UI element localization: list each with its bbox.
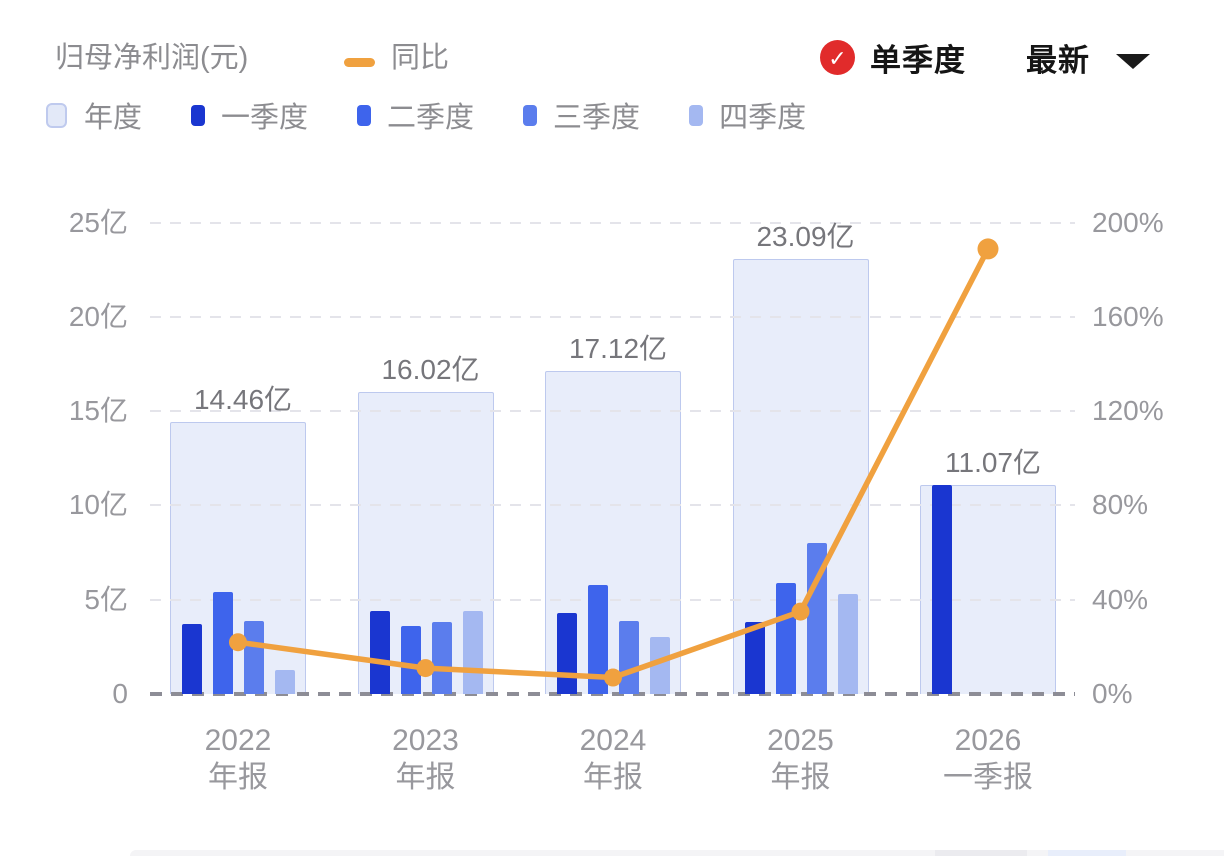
y-axis-tick-right: 160% xyxy=(1092,301,1164,332)
quarter-bar-q2-2022[interactable] xyxy=(213,592,233,694)
legend-item-q1-label: 一季度 xyxy=(221,102,309,134)
quarter-bar-q1-2026[interactable] xyxy=(932,485,952,694)
legend-item-q3[interactable]: 三季度 xyxy=(523,94,640,136)
bottom-card-edge-segment xyxy=(1048,850,1126,856)
quarter-bar-q3-2023[interactable] xyxy=(431,622,452,694)
y-axis-tick-right: 200% xyxy=(1092,207,1164,238)
series-legend: 年度 一季度 二季度 三季度 四季度 xyxy=(46,94,855,136)
legend-item-annual-label: 年度 xyxy=(84,102,143,134)
y-axis-tick-right: 80% xyxy=(1092,489,1149,520)
checked-circle-icon[interactable]: ✓ xyxy=(820,40,855,75)
y-axis-tick-left: 15亿 xyxy=(68,395,128,426)
latest-label: 最新 xyxy=(1026,43,1090,78)
legend-item-q2[interactable]: 二季度 xyxy=(357,94,474,136)
q3-swatch-icon xyxy=(523,104,538,126)
single-quarter-toggle[interactable]: ✓ 单季度 xyxy=(820,35,966,80)
quarter-bar-q3-2025[interactable] xyxy=(806,543,827,694)
quarter-bar-q2-2025[interactable] xyxy=(775,582,796,694)
check-mark-icon: ✓ xyxy=(828,45,847,71)
chevron-down-icon xyxy=(1116,54,1150,69)
quarter-bar-q1-2023[interactable] xyxy=(369,611,390,694)
y-axis-tick-right: 120% xyxy=(1092,395,1164,426)
quarter-bar-q2-2024[interactable] xyxy=(588,584,608,694)
y-axis-tick-right: 40% xyxy=(1092,584,1149,615)
y-axis-tick-left: 25亿 xyxy=(68,207,128,238)
y-axis-tick-left: 20亿 xyxy=(68,301,128,332)
bottom-card-edge-segment xyxy=(935,850,1027,856)
legend-item-annual[interactable]: 年度 xyxy=(46,94,142,136)
x-axis-label-2024: 2024 年报 xyxy=(579,724,647,794)
annual-value-label: 17.12亿 xyxy=(568,333,668,365)
quarter-bar-q4-2022[interactable] xyxy=(275,669,295,694)
legend-item-yoy-label: 同比 xyxy=(391,42,450,74)
q1-swatch-icon xyxy=(191,104,206,126)
x-axis-label-2026: 2026 一季报 xyxy=(943,724,1033,794)
gridline xyxy=(150,316,1075,318)
y-axis-tick-left: 10亿 xyxy=(68,489,128,520)
bottom-card-edge xyxy=(130,850,1224,856)
y-axis-tick-right: 0% xyxy=(1092,678,1133,709)
annual-value-label: 23.09亿 xyxy=(756,220,855,252)
gridline xyxy=(150,222,1075,224)
quarter-bar-q3-2022[interactable] xyxy=(244,620,264,694)
yoy-point-2026 xyxy=(977,238,999,260)
y-axis-tick-left: 5亿 xyxy=(84,584,128,615)
q2-swatch-icon xyxy=(357,104,372,126)
legend-item-yoy[interactable]: 同比 xyxy=(344,34,449,76)
annual-swatch-icon xyxy=(46,102,67,128)
quarter-bar-q1-2025[interactable] xyxy=(744,622,765,694)
x-axis-label-2025: 2025 年报 xyxy=(767,724,834,794)
quarter-bar-q1-2022[interactable] xyxy=(182,624,202,694)
quarter-bar-q3-2024[interactable] xyxy=(619,620,639,694)
annual-value-label: 11.07亿 xyxy=(945,447,1041,479)
legend-item-q3-label: 三季度 xyxy=(553,102,641,134)
legend-item-q1[interactable]: 一季度 xyxy=(191,94,308,136)
quarter-bar-q1-2024[interactable] xyxy=(557,612,577,694)
x-axis-label-2023: 2023 年报 xyxy=(392,724,459,794)
x-axis-baseline xyxy=(150,692,1075,696)
legend-item-q2-label: 二季度 xyxy=(387,102,475,134)
quarter-bar-q2-2023[interactable] xyxy=(400,626,421,694)
x-axis-label-2022: 2022 年报 xyxy=(204,724,272,794)
chart-title: 归母净利润(元) xyxy=(55,42,249,74)
quarter-bar-q4-2025[interactable] xyxy=(837,594,858,694)
q4-swatch-icon xyxy=(689,104,704,126)
single-quarter-label: 单季度 xyxy=(870,43,966,78)
latest-dropdown[interactable]: 最新 xyxy=(1026,35,1150,80)
quarter-bar-q4-2023[interactable] xyxy=(462,611,483,694)
y-axis-tick-left: 0 xyxy=(112,678,128,709)
legend-item-q4[interactable]: 四季度 xyxy=(689,94,806,136)
quarter-bar-q4-2024[interactable] xyxy=(650,637,670,694)
yoy-line-swatch-icon xyxy=(344,57,375,67)
legend-item-q4-label: 四季度 xyxy=(719,102,807,134)
